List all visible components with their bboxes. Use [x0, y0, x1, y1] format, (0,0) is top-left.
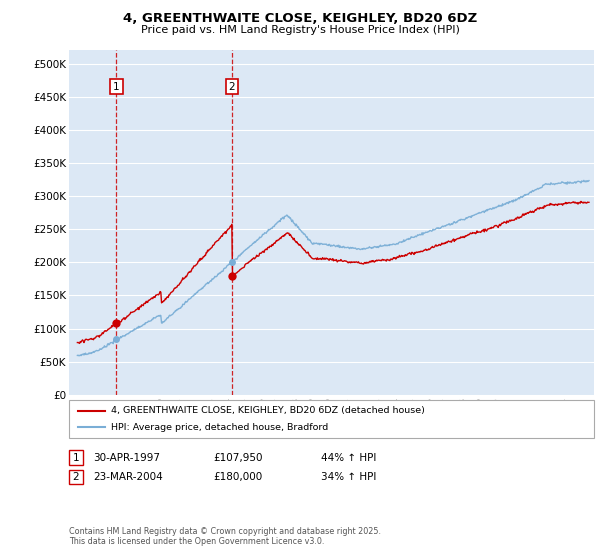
Text: Price paid vs. HM Land Registry's House Price Index (HPI): Price paid vs. HM Land Registry's House … — [140, 25, 460, 35]
Text: HPI: Average price, detached house, Bradford: HPI: Average price, detached house, Brad… — [111, 423, 328, 432]
Text: 2: 2 — [73, 472, 79, 482]
Text: 23-MAR-2004: 23-MAR-2004 — [93, 472, 163, 482]
Text: 44% ↑ HPI: 44% ↑ HPI — [321, 452, 376, 463]
Text: £107,950: £107,950 — [213, 452, 263, 463]
Text: 1: 1 — [73, 452, 79, 463]
Text: 2: 2 — [229, 82, 235, 92]
Text: £180,000: £180,000 — [213, 472, 262, 482]
Text: 1: 1 — [113, 82, 120, 92]
Text: 30-APR-1997: 30-APR-1997 — [93, 452, 160, 463]
Text: 4, GREENTHWAITE CLOSE, KEIGHLEY, BD20 6DZ: 4, GREENTHWAITE CLOSE, KEIGHLEY, BD20 6D… — [123, 12, 477, 25]
Text: 34% ↑ HPI: 34% ↑ HPI — [321, 472, 376, 482]
Text: Contains HM Land Registry data © Crown copyright and database right 2025.
This d: Contains HM Land Registry data © Crown c… — [69, 526, 381, 546]
Text: 4, GREENTHWAITE CLOSE, KEIGHLEY, BD20 6DZ (detached house): 4, GREENTHWAITE CLOSE, KEIGHLEY, BD20 6D… — [111, 406, 425, 415]
